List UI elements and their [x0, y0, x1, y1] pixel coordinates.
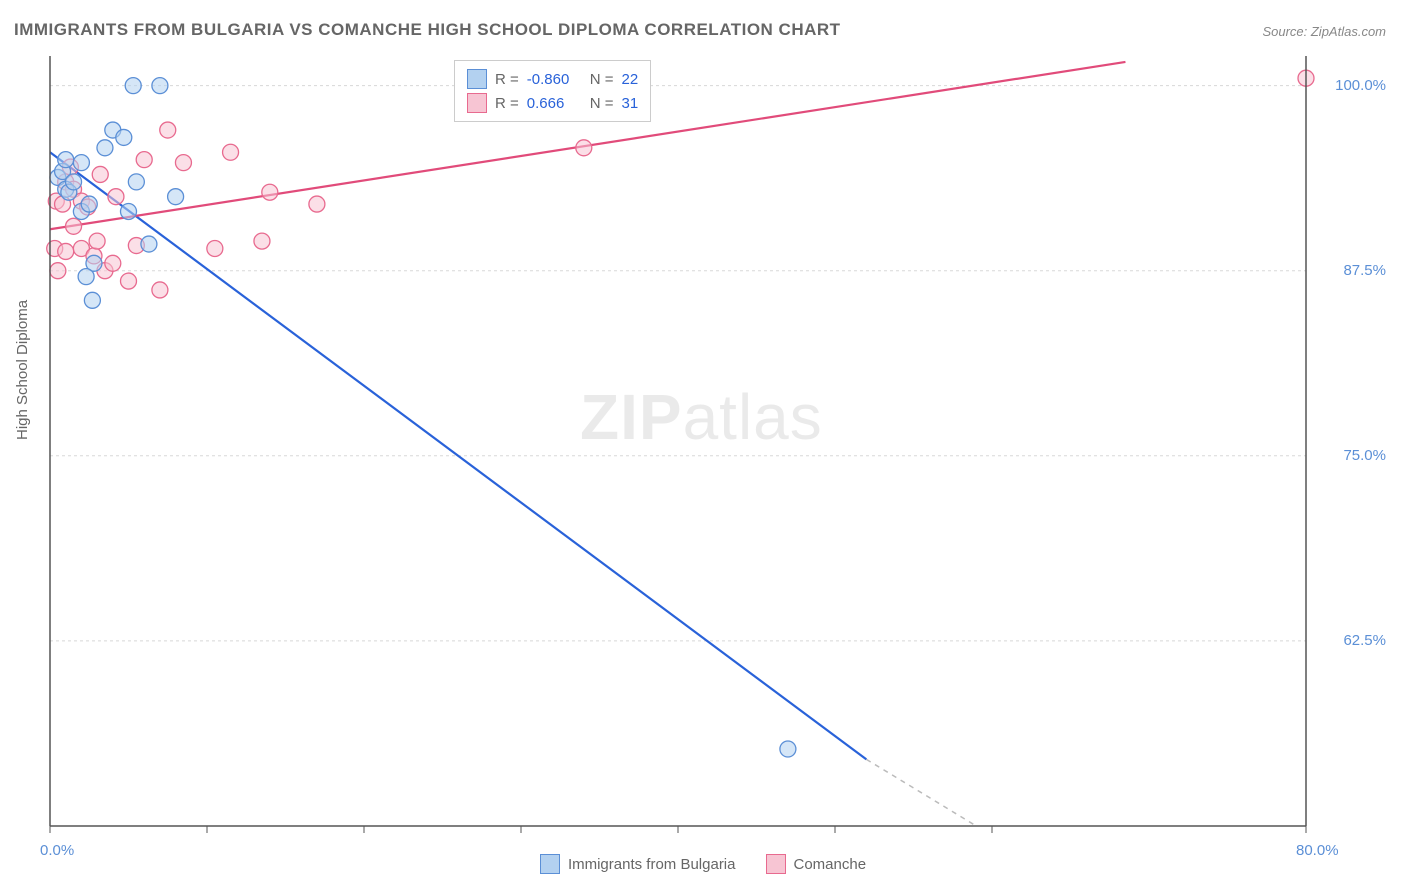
r-value-series1: -0.860 [527, 71, 582, 88]
bottom-legend-item-2: Comanche [766, 854, 867, 874]
n-label: N = [590, 71, 614, 88]
bottom-legend: Immigrants from Bulgaria Comanche [0, 854, 1406, 874]
stats-legend-row-1: R = -0.860 N = 22 [467, 67, 638, 91]
n-label: N = [590, 95, 614, 112]
chart-container: IMMIGRANTS FROM BULGARIA VS COMANCHE HIG… [0, 0, 1406, 892]
r-value-series2: 0.666 [527, 95, 582, 112]
bottom-legend-label-1: Immigrants from Bulgaria [568, 856, 736, 873]
bottom-legend-label-2: Comanche [794, 856, 867, 873]
legend-swatch-series1 [467, 69, 487, 89]
n-value-series2: 31 [622, 95, 639, 112]
y-tick-label: 75.0% [1316, 447, 1386, 464]
chart-svg [0, 0, 1406, 892]
bottom-legend-item-1: Immigrants from Bulgaria [540, 854, 736, 874]
r-label: R = [495, 71, 519, 88]
stats-legend: R = -0.860 N = 22 R = 0.666 N = 31 [454, 60, 651, 122]
bottom-swatch-series1 [540, 854, 560, 874]
y-tick-label: 100.0% [1316, 77, 1386, 94]
y-tick-label: 87.5% [1316, 262, 1386, 279]
r-label: R = [495, 95, 519, 112]
bottom-swatch-series2 [766, 854, 786, 874]
y-tick-label: 62.5% [1316, 632, 1386, 649]
n-value-series1: 22 [622, 71, 639, 88]
legend-swatch-series2 [467, 93, 487, 113]
stats-legend-row-2: R = 0.666 N = 31 [467, 91, 638, 115]
